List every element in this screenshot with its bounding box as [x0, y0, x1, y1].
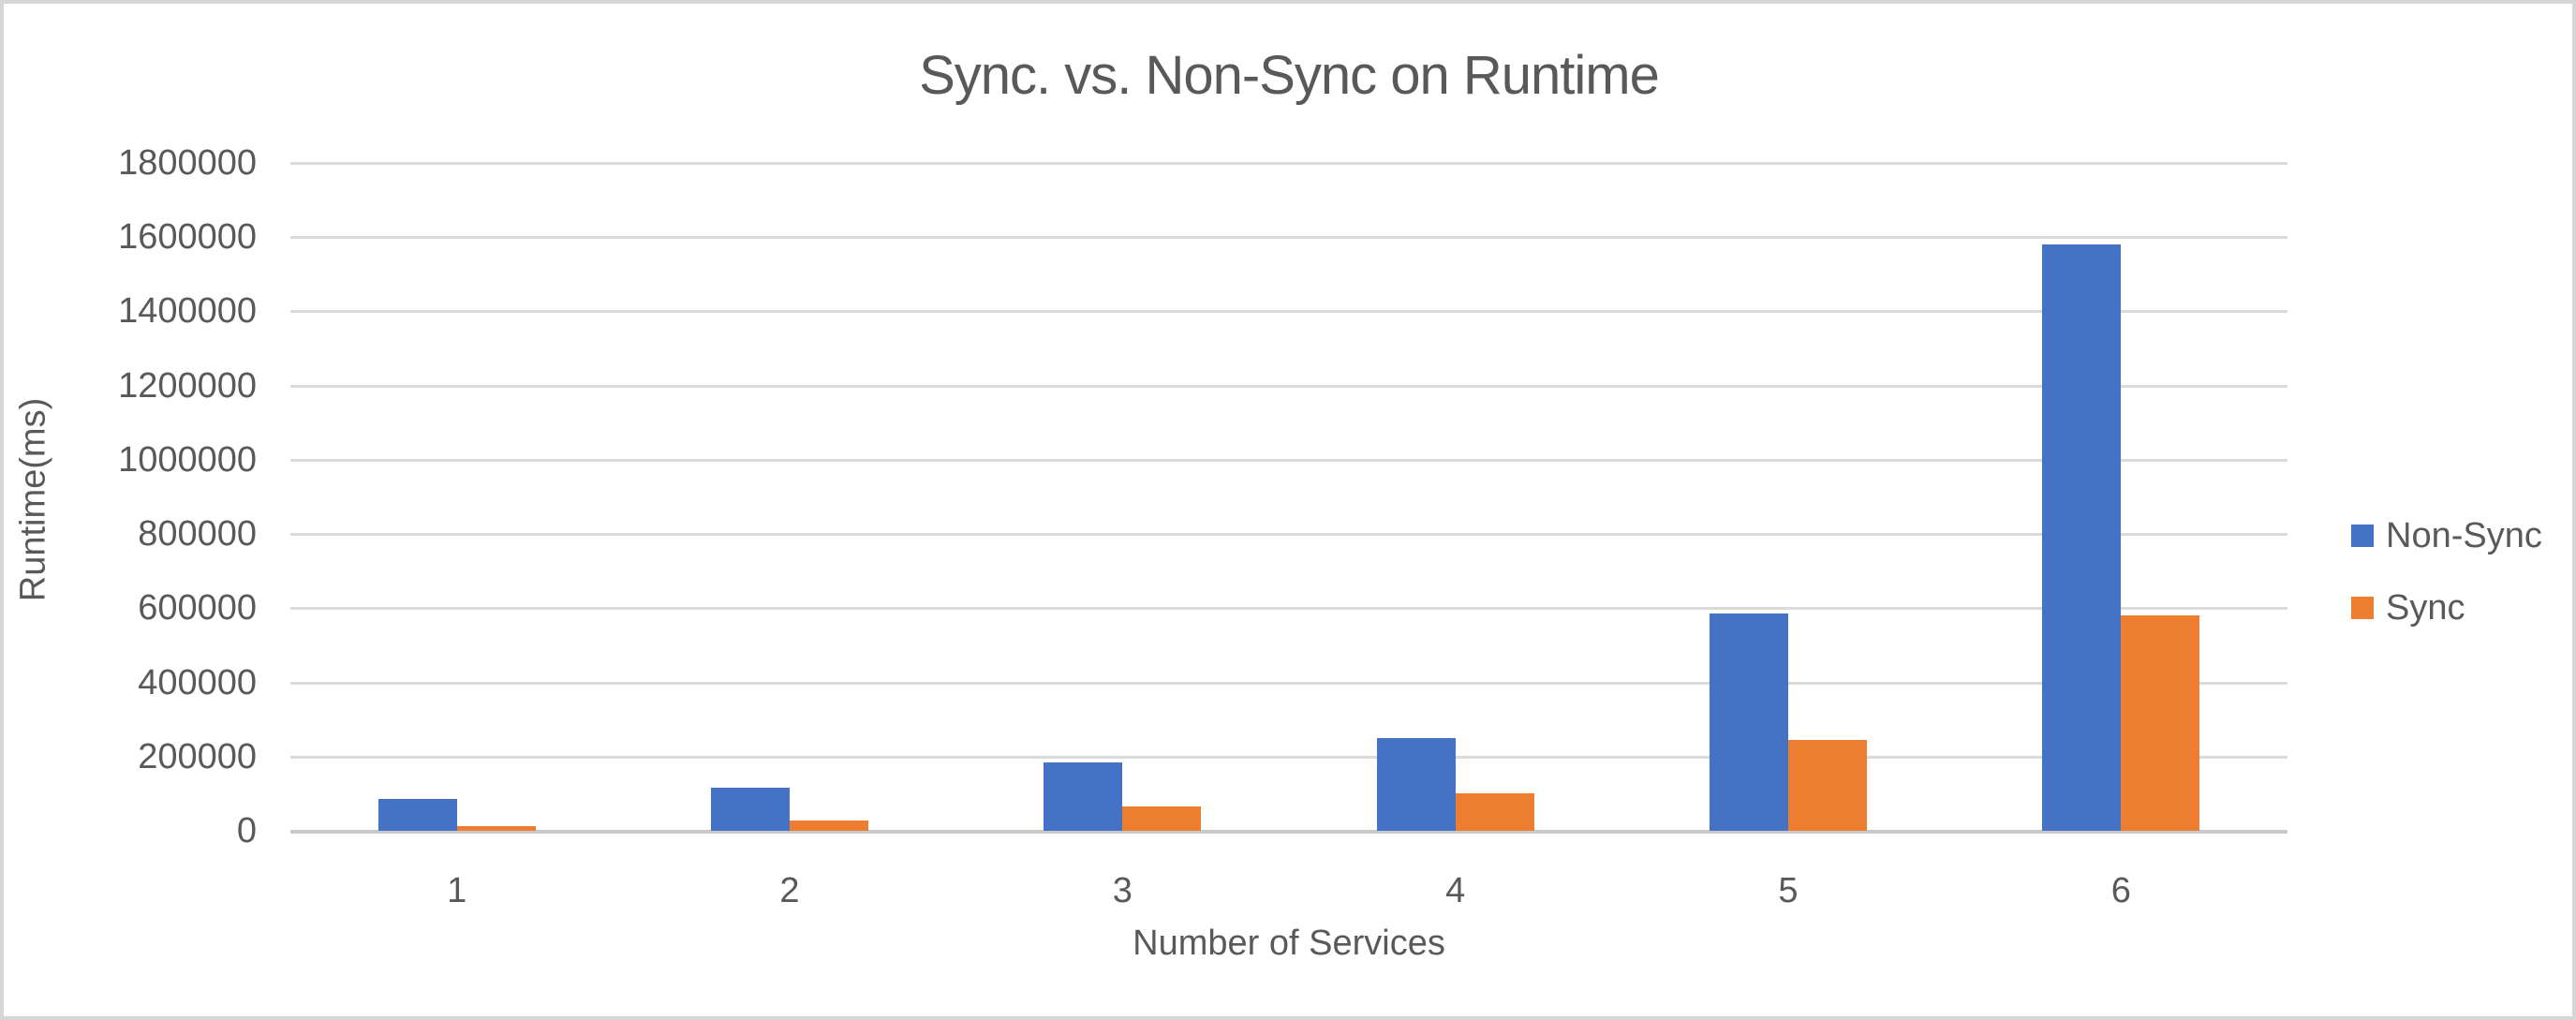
y-gridline — [290, 681, 2287, 685]
legend-label: Sync — [2386, 587, 2465, 628]
bar-non-sync-cat-4 — [1376, 737, 1456, 831]
y-tick-label: 1000000 — [118, 439, 257, 480]
y-gridline — [290, 236, 2287, 240]
y-gridline — [290, 384, 2287, 388]
legend-label: Non-Sync — [2386, 515, 2542, 555]
bar-non-sync-cat-2 — [711, 788, 790, 831]
x-tick-label: 5 — [1778, 871, 1799, 910]
x-tick-label: 2 — [779, 871, 800, 910]
y-gridline — [290, 162, 2287, 165]
bar-sync-cat-5 — [1788, 739, 1867, 831]
x-axis-line — [290, 830, 2287, 834]
x-tick-label: 6 — [2110, 871, 2131, 910]
bar-sync-cat-1 — [456, 826, 536, 831]
legend-item-non-sync: Non-Sync — [2351, 515, 2542, 555]
y-tick-label: 1600000 — [118, 217, 257, 258]
y-tick-label: 200000 — [138, 736, 257, 776]
x-tick-label: 4 — [1445, 871, 1466, 910]
y-gridline — [290, 310, 2287, 314]
bar-non-sync-cat-1 — [378, 799, 457, 831]
x-tick-label: 1 — [447, 871, 467, 910]
y-tick-label: 0 — [236, 811, 257, 850]
y-tick-label: 1800000 — [118, 143, 257, 183]
bar-non-sync-cat-5 — [1710, 613, 1788, 831]
legend-item-sync: Sync — [2351, 587, 2542, 628]
x-axis-title: Number of Services — [1133, 924, 1445, 963]
y-gridline — [290, 458, 2287, 462]
legend-swatch-icon — [2351, 525, 2374, 547]
bar-non-sync-cat-3 — [1044, 761, 1123, 831]
y-gridline — [290, 533, 2287, 537]
bar-sync-cat-6 — [2121, 615, 2200, 831]
y-tick-label: 400000 — [138, 662, 257, 702]
bar-sync-cat-4 — [1455, 793, 1534, 831]
y-tick-label: 1200000 — [118, 365, 257, 406]
legend: Non-Sync Sync — [2351, 515, 2542, 661]
bar-sync-cat-2 — [790, 820, 868, 831]
y-gridline — [290, 607, 2287, 611]
chart-title: Sync. vs. Non-Sync on Runtime — [919, 45, 1660, 106]
y-tick-label: 600000 — [138, 588, 257, 628]
y-tick-label: 1400000 — [118, 291, 257, 332]
bar-sync-cat-3 — [1122, 806, 1202, 831]
y-gridline — [290, 755, 2287, 759]
y-tick-label: 800000 — [138, 514, 257, 554]
y-axis-title: Runtime(ms) — [13, 397, 53, 602]
x-tick-label: 3 — [1112, 871, 1133, 910]
plot-area: 0 200000 400000 600000 800000 1000000 1200000 1… — [4, 4, 2572, 1016]
bar-non-sync-cat-6 — [2042, 244, 2122, 831]
legend-swatch-icon — [2351, 597, 2374, 619]
